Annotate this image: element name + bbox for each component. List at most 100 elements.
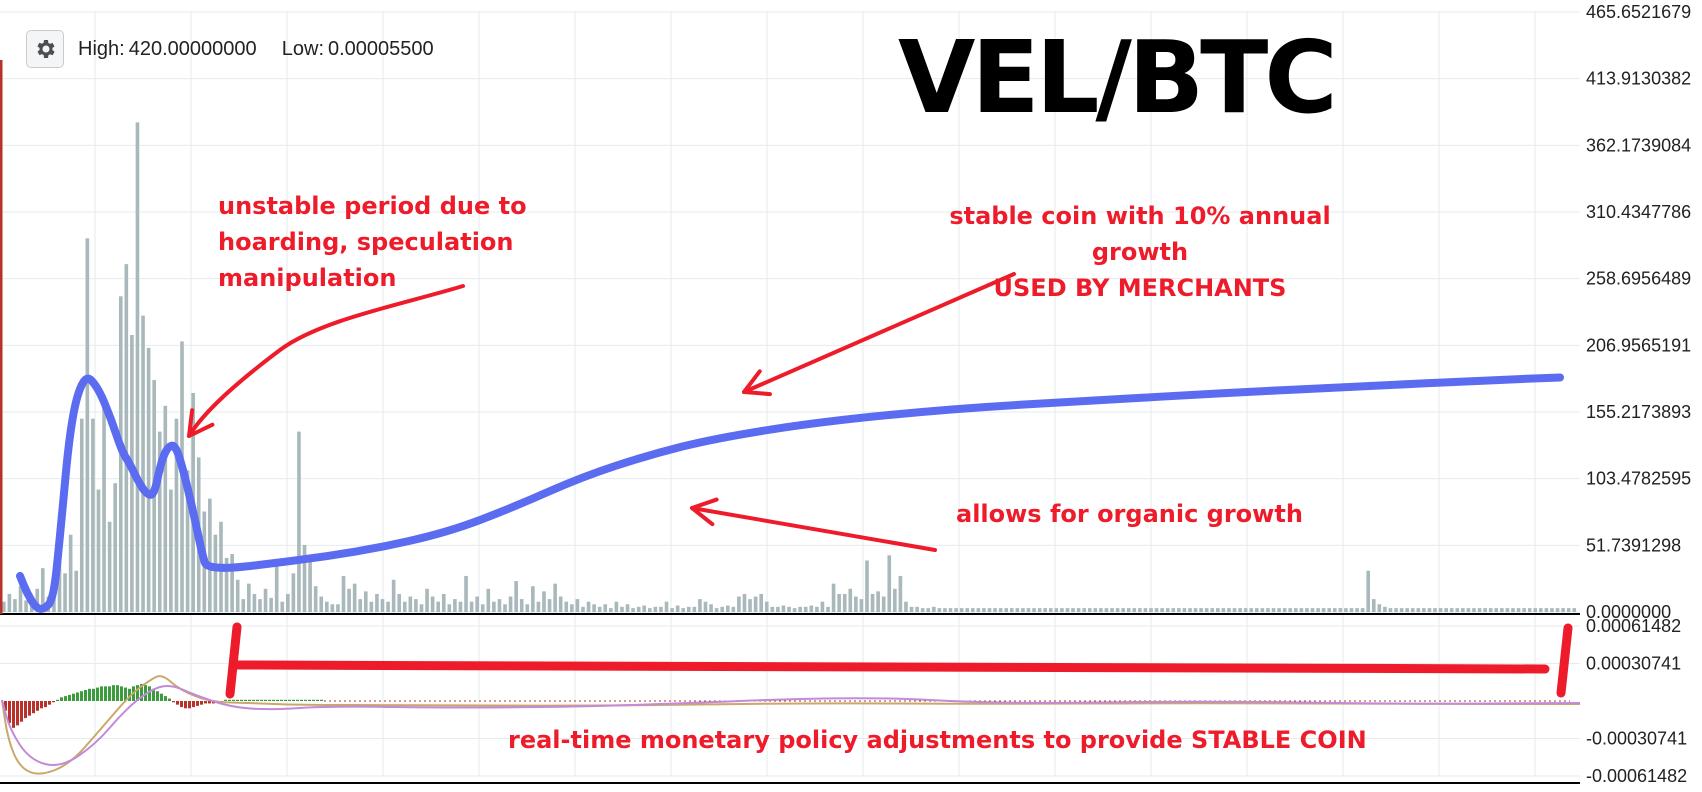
macd-bar bbox=[96, 687, 99, 701]
volume-bar bbox=[1227, 608, 1231, 612]
volume-bar bbox=[976, 608, 981, 612]
macd-bar bbox=[80, 691, 83, 701]
volume-bar bbox=[241, 599, 246, 612]
volume-bar bbox=[909, 606, 914, 612]
monetary-policy-note: real-time monetary policy adjustments to… bbox=[508, 726, 1367, 754]
volume-bar bbox=[324, 601, 329, 612]
volume-bar bbox=[982, 608, 986, 612]
volume-bar bbox=[1293, 608, 1298, 612]
macd-bar bbox=[128, 688, 131, 701]
policy-bracket bbox=[225, 622, 1573, 699]
volume-bar bbox=[748, 599, 752, 612]
macd-bar bbox=[232, 699, 235, 701]
arrow-head bbox=[690, 497, 719, 527]
volume-bar bbox=[865, 560, 869, 612]
volume-bar bbox=[419, 604, 424, 612]
volume-bar bbox=[1461, 608, 1465, 612]
macd-bar bbox=[44, 701, 47, 708]
volume-bar bbox=[831, 583, 836, 612]
volume-bar bbox=[893, 588, 897, 612]
annotation-arrows bbox=[187, 272, 1016, 552]
volume-bar bbox=[230, 554, 234, 612]
volume-bar bbox=[269, 597, 273, 612]
volume-bar bbox=[1544, 608, 1549, 612]
volume-bar bbox=[414, 599, 418, 612]
volume-bar bbox=[1082, 608, 1086, 612]
price-axis: 465.6521679 413.9130382 362.1739084 310.434… bbox=[1586, 2, 1691, 622]
macd-bar bbox=[100, 686, 103, 701]
volume-bar bbox=[620, 606, 624, 612]
volume-bar bbox=[141, 315, 145, 612]
volume-bar bbox=[208, 498, 212, 612]
macd-bar bbox=[160, 693, 163, 701]
volume-bar bbox=[1126, 608, 1131, 612]
macd-bar bbox=[188, 701, 191, 709]
volume-bar bbox=[375, 593, 379, 612]
volume-bar bbox=[614, 601, 619, 612]
bracket-left bbox=[225, 622, 242, 699]
volume-bar bbox=[1048, 608, 1053, 612]
gear-icon bbox=[37, 40, 55, 58]
macd-tick-label: -0.00030741 bbox=[1586, 729, 1687, 749]
volume-bar bbox=[692, 606, 697, 612]
volume-bar bbox=[1216, 608, 1220, 612]
volume-bar bbox=[1394, 608, 1398, 612]
settings-button[interactable] bbox=[26, 30, 64, 68]
macd-bar bbox=[256, 699, 259, 701]
volume-bar bbox=[7, 593, 12, 612]
volume-bar bbox=[1015, 608, 1020, 612]
high-low-readout: High: 420.00000000 Low: 0.00005500 bbox=[78, 38, 434, 61]
macd-bar bbox=[104, 686, 107, 701]
macd-bar bbox=[40, 701, 43, 709]
macd-bar bbox=[72, 693, 75, 701]
macd-bar bbox=[240, 699, 243, 701]
volume-bar bbox=[820, 601, 825, 612]
macd-bar bbox=[204, 701, 207, 704]
volume-bar bbox=[575, 599, 580, 612]
macd-bar bbox=[92, 688, 95, 701]
macd-bar bbox=[316, 699, 319, 701]
volume-bar bbox=[102, 405, 106, 612]
volume-bar bbox=[670, 608, 674, 612]
volume-bar bbox=[1377, 604, 1382, 612]
price-tick-label: 155.2173893 bbox=[1586, 402, 1691, 422]
volume-bar bbox=[564, 601, 569, 612]
trend-line bbox=[16, 373, 1564, 613]
volume-bar bbox=[107, 521, 112, 612]
volume-bar bbox=[625, 604, 630, 612]
volume-bar bbox=[1511, 608, 1515, 612]
volume-bar bbox=[146, 347, 151, 612]
volume-bar bbox=[1505, 608, 1510, 612]
volume-bar bbox=[1238, 608, 1242, 612]
macd-bar bbox=[280, 699, 283, 701]
volume-bar bbox=[397, 593, 402, 612]
macd-bar bbox=[148, 686, 151, 701]
volume-bar bbox=[508, 596, 513, 612]
macd-bar bbox=[84, 690, 87, 701]
volume-bar bbox=[787, 606, 791, 612]
volume-bar bbox=[731, 606, 736, 612]
volume-bar bbox=[1550, 608, 1554, 612]
volume-bar bbox=[1533, 608, 1538, 612]
volume-bar bbox=[1249, 608, 1254, 612]
volume-bar bbox=[1466, 608, 1471, 612]
macd-bar bbox=[140, 683, 143, 701]
volume-bar bbox=[185, 470, 190, 612]
macd-bar bbox=[112, 685, 115, 701]
bracket-bar bbox=[232, 660, 1550, 674]
macd-bar bbox=[116, 685, 119, 701]
volume-bar bbox=[469, 601, 474, 612]
macd-bar bbox=[28, 701, 31, 716]
macd-bar bbox=[8, 701, 11, 723]
volume-bar bbox=[252, 593, 257, 612]
volume-bar bbox=[74, 570, 79, 612]
volume-bar bbox=[887, 555, 892, 612]
unstable-period-note: unstable period due to hoarding, specula… bbox=[218, 188, 527, 296]
volume-bar bbox=[1316, 608, 1320, 612]
volume-bar bbox=[1171, 608, 1176, 612]
volume-bar bbox=[408, 596, 413, 612]
macd-bar bbox=[24, 701, 27, 719]
volume-bar bbox=[703, 601, 708, 612]
volume-bar bbox=[742, 593, 747, 612]
macd-bar bbox=[276, 699, 279, 701]
